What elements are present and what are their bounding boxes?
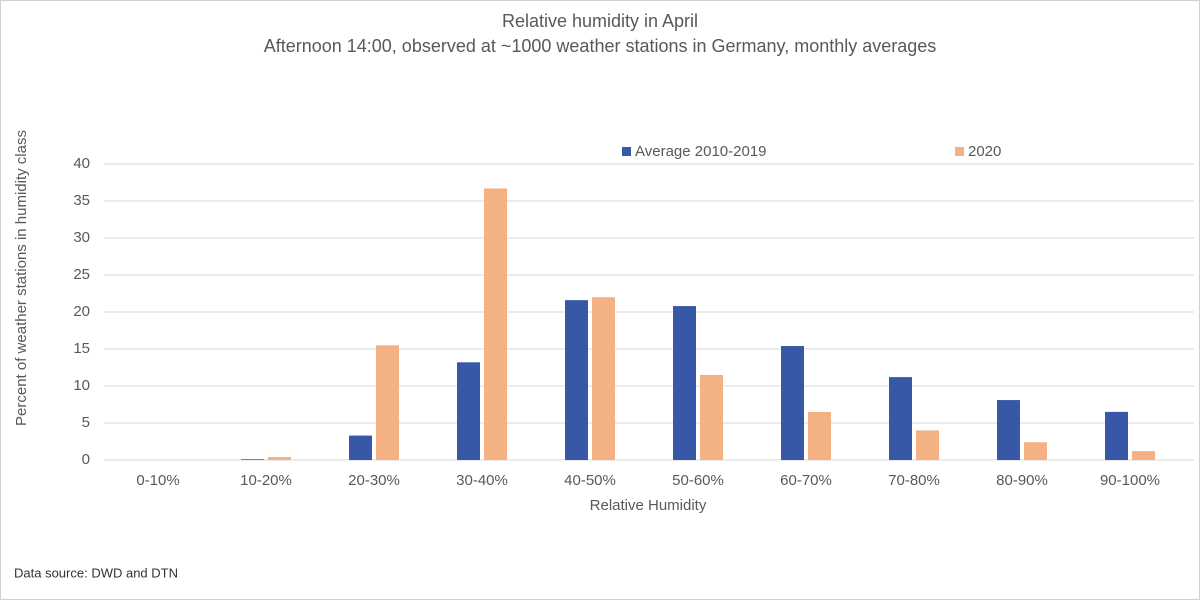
legend-swatch [622, 147, 631, 156]
x-tick-label: 50-60% [672, 472, 724, 489]
bar [700, 374, 723, 460]
bar [268, 457, 291, 460]
bar [1105, 411, 1128, 460]
bar [808, 411, 831, 460]
bar [376, 345, 399, 460]
bar [241, 459, 264, 460]
y-tick-label: 5 [82, 414, 90, 431]
bar [916, 430, 939, 460]
x-axis-label: Relative Humidity [590, 497, 707, 514]
legend-label: Average 2010-2019 [635, 143, 767, 160]
x-tick-label: 0-10% [136, 472, 179, 489]
chart-subtitle: Afternoon 14:00, observed at ~1000 weath… [264, 36, 937, 56]
y-tick-label: 20 [73, 303, 90, 320]
bar [673, 306, 696, 460]
x-tick-label: 30-40% [456, 472, 508, 489]
bar [1024, 442, 1047, 460]
legend-swatch [955, 147, 964, 156]
x-tick-label: 80-90% [996, 472, 1048, 489]
y-tick-label: 25 [73, 266, 90, 283]
x-tick-label: 90-100% [1100, 472, 1160, 489]
y-tick-label: 40 [73, 155, 90, 172]
y-tick-label: 30 [73, 229, 90, 246]
bar [781, 346, 804, 460]
y-tick-label: 15 [73, 340, 90, 357]
legend-label: 2020 [968, 143, 1001, 160]
y-tick-label: 10 [73, 377, 90, 394]
source-note: Data source: DWD and DTN [14, 565, 178, 580]
x-tick-label: 60-70% [780, 472, 832, 489]
bar [484, 188, 507, 461]
y-axis-label: Percent of weather stations in humidity … [13, 130, 30, 426]
bar [349, 435, 372, 460]
y-tick-label: 0 [82, 451, 90, 468]
bar [1132, 451, 1155, 460]
y-tick-label: 35 [73, 192, 90, 209]
bar [889, 377, 912, 460]
x-tick-label: 40-50% [564, 472, 616, 489]
x-tick-label: 20-30% [348, 472, 400, 489]
x-tick-label: 70-80% [888, 472, 940, 489]
bar [997, 400, 1020, 460]
bar [457, 362, 480, 460]
chart-title: Relative humidity in April [502, 11, 698, 31]
bar [565, 300, 588, 460]
bar [592, 297, 615, 460]
x-tick-label: 10-20% [240, 472, 292, 489]
